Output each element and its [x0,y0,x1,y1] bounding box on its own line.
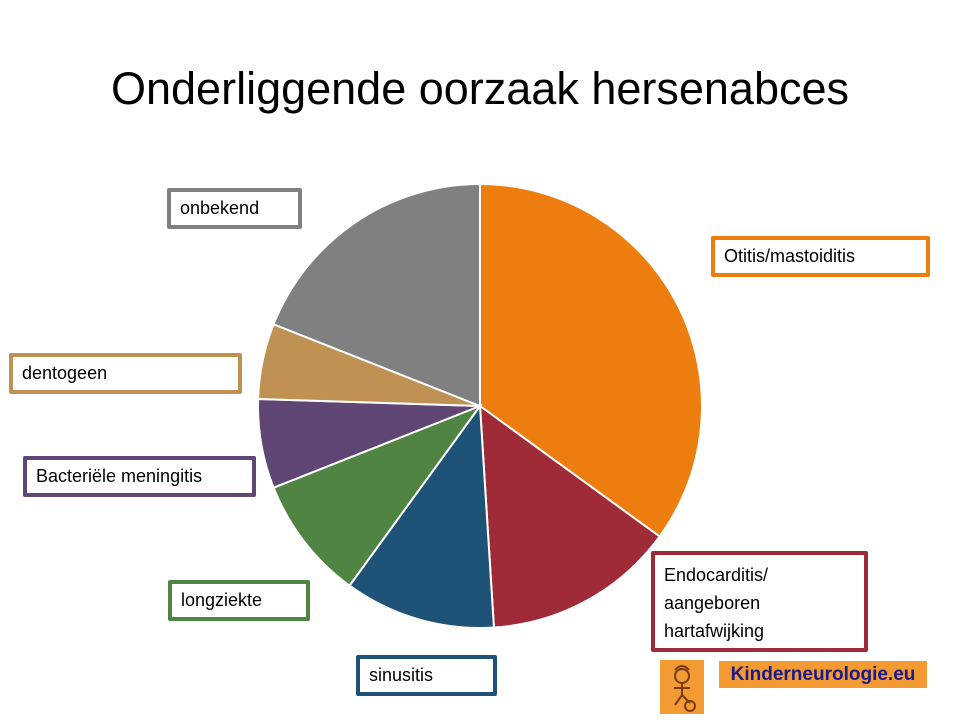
kinderneurologie-logo [660,660,704,714]
pie-slice-2 [348,403,496,629]
pie-slice-6 [272,182,481,408]
legend-label-endocarditis: Endocarditis/ aangeboren hartafwijking [651,551,868,652]
legend-label-bacteriele-meningitis: Bacteriële meningitis [23,456,256,497]
legend-label-sinusitis: sinusitis [356,655,497,696]
legend-label-longziekte: longziekte [168,580,310,621]
page-title: Onderliggende oorzaak hersenabces [111,63,849,114]
legend-label-otitis: Otitis/mastoiditis [711,236,930,277]
pie-slice-1 [478,403,661,629]
legend-label-onbekend: onbekend [167,188,302,229]
brand-label: Kinderneurologie.eu [719,661,927,688]
pie-slice-3 [272,403,483,587]
legend-label-dentogeen: dentogeen [9,353,242,394]
pie-slice-0 [479,182,703,538]
